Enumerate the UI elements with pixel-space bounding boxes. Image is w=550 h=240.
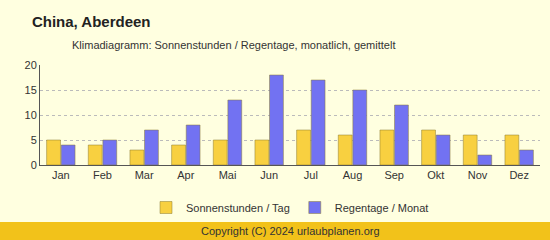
svg-text:Okt: Okt xyxy=(427,169,444,181)
svg-text:Aug: Aug xyxy=(343,169,363,181)
svg-text:Copyright (C) 2024 urlaubplane: Copyright (C) 2024 urlaubplanen.org xyxy=(201,225,380,237)
svg-text:15: 15 xyxy=(25,84,37,96)
svg-text:Jan: Jan xyxy=(52,169,70,181)
svg-text:5: 5 xyxy=(31,134,37,146)
svg-text:Mar: Mar xyxy=(135,169,154,181)
svg-text:Nov: Nov xyxy=(468,169,488,181)
svg-text:0: 0 xyxy=(31,159,37,171)
svg-text:20: 20 xyxy=(25,59,37,71)
svg-text:Sonnenstunden / Tag: Sonnenstunden / Tag xyxy=(186,202,290,214)
svg-text:10: 10 xyxy=(25,109,37,121)
svg-text:Jul: Jul xyxy=(304,169,318,181)
svg-text:Regentage / Monat: Regentage / Monat xyxy=(335,202,429,214)
svg-text:Mai: Mai xyxy=(219,169,237,181)
svg-text:Feb: Feb xyxy=(93,169,112,181)
svg-text:Dez: Dez xyxy=(509,169,529,181)
svg-text:China, Aberdeen: China, Aberdeen xyxy=(32,13,151,30)
svg-text:Sep: Sep xyxy=(384,169,404,181)
svg-text:Klimadiagramm: Sonnenstunden /: Klimadiagramm: Sonnenstunden / Regentage… xyxy=(72,39,395,51)
svg-text:Apr: Apr xyxy=(177,169,194,181)
svg-text:Jun: Jun xyxy=(260,169,278,181)
